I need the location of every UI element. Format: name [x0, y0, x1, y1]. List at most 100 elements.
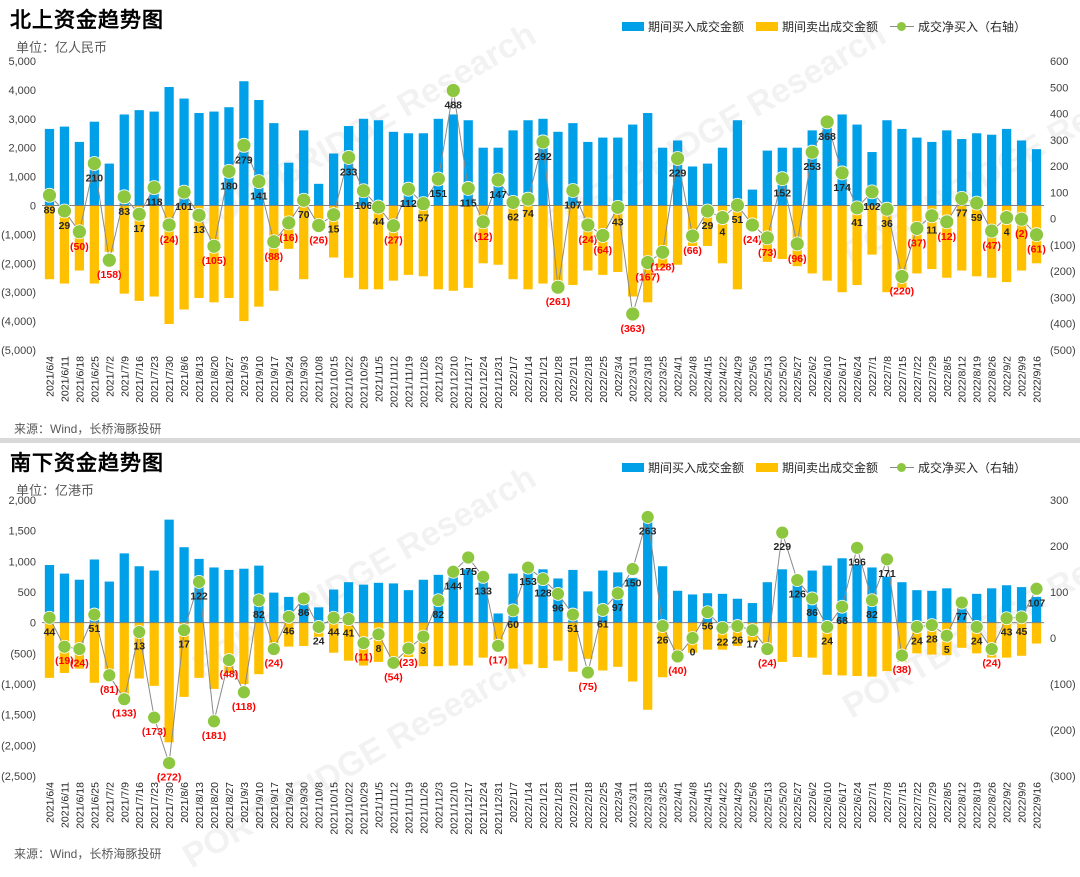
x-tick-label: 2022/3/11 [628, 356, 640, 402]
net-buy-data-label: 96 [552, 602, 564, 614]
net-buy-point [805, 591, 820, 606]
bar-buy [957, 139, 967, 206]
bar-sell [762, 622, 772, 650]
x-tick-label: 2021/11/26 [418, 356, 430, 408]
net-buy-data-label: 107 [1028, 597, 1046, 609]
bar-sell [179, 205, 189, 310]
x-tick-label: 2022/7/15 [897, 782, 909, 829]
net-buy-data-label: 368 [818, 131, 836, 143]
x-tick-label: 2021/9/30 [299, 356, 311, 403]
bar-sell [882, 205, 892, 293]
bar-sell [568, 622, 578, 672]
y2-tick-label: 300 [1050, 495, 1068, 507]
bar-sell [672, 205, 683, 265]
y2-tick-label: 0 [1050, 633, 1056, 645]
legend-label-net: 成交净买入（右轴） [917, 20, 1026, 34]
net-buy-data-label: (23) [399, 657, 418, 669]
net-buy-data-label: (37) [908, 237, 927, 249]
net-buy-point [804, 144, 820, 160]
bar-sell [179, 622, 189, 697]
bar-sell [194, 622, 204, 678]
y-tick-label: (2,000) [1, 740, 36, 752]
net-buy-point [551, 586, 565, 601]
net-buy-data-label: (12) [937, 231, 956, 243]
net-buy-point [1014, 211, 1029, 227]
net-buy-point [326, 610, 341, 625]
x-tick-label: 2021/12/10 [448, 782, 460, 835]
x-tick-label: 2022/4/15 [703, 356, 715, 403]
net-buy-point [595, 228, 611, 243]
bar-buy [179, 98, 189, 206]
net-buy-point [461, 550, 476, 565]
net-buy-point [207, 714, 221, 729]
bar-sell [373, 622, 384, 662]
bar-buy [942, 130, 952, 206]
y2-tick-label: (300) [1050, 292, 1076, 304]
net-buy-data-label: (272) [157, 772, 182, 784]
net-buy-point [924, 208, 940, 224]
net-buy-point [969, 620, 984, 634]
x-tick-label: 2022/6/17 [837, 356, 849, 403]
net-buy-point [969, 195, 985, 211]
x-tick-label: 2022/9/16 [1032, 356, 1044, 403]
x-tick-label: 2022/7/29 [927, 782, 939, 829]
net-buy-data-label: 128 [534, 588, 552, 600]
bar-buy [717, 593, 728, 623]
x-tick-label: 2021/8/6 [179, 782, 191, 823]
bar-sell [358, 205, 369, 290]
bar-sell [852, 622, 862, 677]
bar-buy [59, 573, 70, 623]
x-tick-label: 2022/1/14 [523, 356, 535, 403]
x-tick-label: 2022/6/10 [822, 782, 834, 829]
bar-buy [882, 576, 892, 623]
net-buy-data-label: (167) [635, 272, 660, 284]
bar-sell [403, 205, 414, 275]
net-buy-point [236, 137, 252, 153]
bar-sell [927, 622, 937, 655]
source-note: 来源：Wind，长桥海豚投研 [14, 422, 162, 436]
net-buy-data-label: 115 [460, 197, 477, 209]
bar-sell [388, 622, 399, 666]
bar-buy [373, 582, 384, 623]
net-buy-point [72, 642, 87, 656]
y-tick-label: 500 [18, 587, 36, 599]
x-tick-label: 2022/1/14 [523, 782, 535, 829]
bar-buy [987, 134, 997, 206]
bar-sell [628, 622, 638, 682]
x-tick-label: 2021/10/29 [359, 782, 371, 835]
net-buy-data-label: 8 [376, 643, 382, 655]
bar-sell [328, 622, 339, 653]
net-buy-data-label: 56 [702, 621, 714, 633]
net-buy-point [685, 228, 700, 244]
bar-sell [209, 622, 219, 689]
net-buy-point [999, 210, 1015, 225]
net-buy-point [536, 572, 550, 587]
net-buy-point [401, 181, 416, 197]
x-tick-label: 2021/8/6 [179, 356, 191, 397]
x-tick-label: 2021/6/18 [74, 782, 86, 829]
x-tick-label: 2021/8/13 [194, 782, 206, 829]
bar-sell [284, 622, 294, 647]
net-buy-data-label: (75) [579, 681, 598, 693]
net-buy-point [954, 595, 969, 610]
bar-sell [418, 205, 428, 277]
bar-sell [523, 205, 533, 290]
net-buy-data-label: 60 [507, 619, 519, 631]
net-buy-data-label: 253 [803, 161, 821, 173]
bar-buy [104, 163, 114, 206]
x-tick-label: 2021/11/19 [403, 782, 415, 834]
bar-sell [388, 205, 399, 281]
y2-tick-label: (300) [1050, 771, 1076, 783]
net-buy-point [460, 181, 476, 196]
net-buy-data-label: (133) [112, 708, 137, 720]
net-buy-point [760, 642, 775, 656]
bar-sell [164, 622, 174, 743]
net-buy-point [415, 196, 431, 212]
net-buy-data-label: 233 [340, 166, 358, 178]
net-buy-data-label: 107 [564, 200, 582, 212]
net-buy-point [655, 244, 671, 260]
bar-sell [777, 622, 787, 662]
legend-label-buy: 期间买入成交金额 [647, 461, 744, 475]
x-tick-label: 2021/11/5 [373, 356, 385, 402]
bar-buy [1016, 587, 1027, 623]
